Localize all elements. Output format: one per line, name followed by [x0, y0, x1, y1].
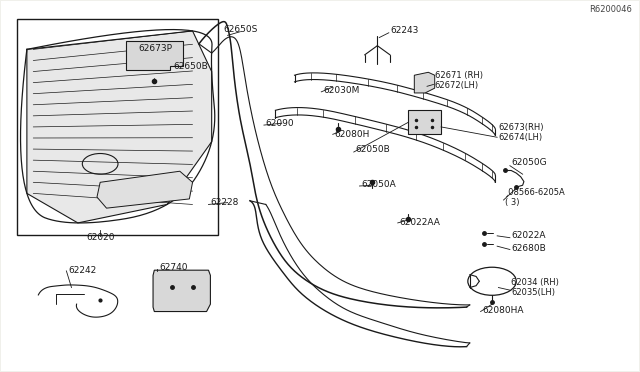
Text: 62050A: 62050A: [362, 180, 396, 189]
Polygon shape: [97, 171, 193, 208]
Text: 62090: 62090: [266, 119, 294, 128]
Text: 62050G: 62050G: [511, 157, 547, 167]
Polygon shape: [125, 41, 183, 70]
Text: 62671 (RH)
62672(LH): 62671 (RH) 62672(LH): [435, 71, 483, 90]
Text: 62080HA: 62080HA: [483, 306, 524, 315]
Polygon shape: [27, 31, 212, 223]
Text: 62242: 62242: [68, 266, 97, 275]
Text: R6200046: R6200046: [589, 5, 632, 14]
Text: 62673P: 62673P: [138, 44, 172, 53]
Text: 62034 (RH)
62035(LH): 62034 (RH) 62035(LH): [511, 278, 559, 297]
Text: 62228: 62228: [211, 198, 239, 207]
Text: 62022AA: 62022AA: [399, 218, 440, 227]
Text: 62243: 62243: [390, 26, 419, 35]
Text: 62673(RH)
62674(LH): 62673(RH) 62674(LH): [499, 123, 544, 142]
Text: ¸08566-6205A
( 3): ¸08566-6205A ( 3): [505, 187, 566, 207]
Text: 62650S: 62650S: [223, 25, 257, 33]
Polygon shape: [408, 110, 441, 134]
Text: 62020: 62020: [86, 233, 115, 242]
Text: 62030M: 62030M: [323, 86, 360, 94]
Text: 62740: 62740: [159, 263, 188, 272]
Text: 62650B: 62650B: [173, 61, 208, 71]
Text: 62022A: 62022A: [511, 231, 546, 240]
Text: 62680B: 62680B: [511, 244, 546, 253]
Polygon shape: [414, 72, 435, 93]
Text: 62080H: 62080H: [335, 130, 370, 139]
Text: 62050B: 62050B: [355, 145, 390, 154]
Bar: [17, 19, 218, 235]
Polygon shape: [153, 270, 211, 311]
